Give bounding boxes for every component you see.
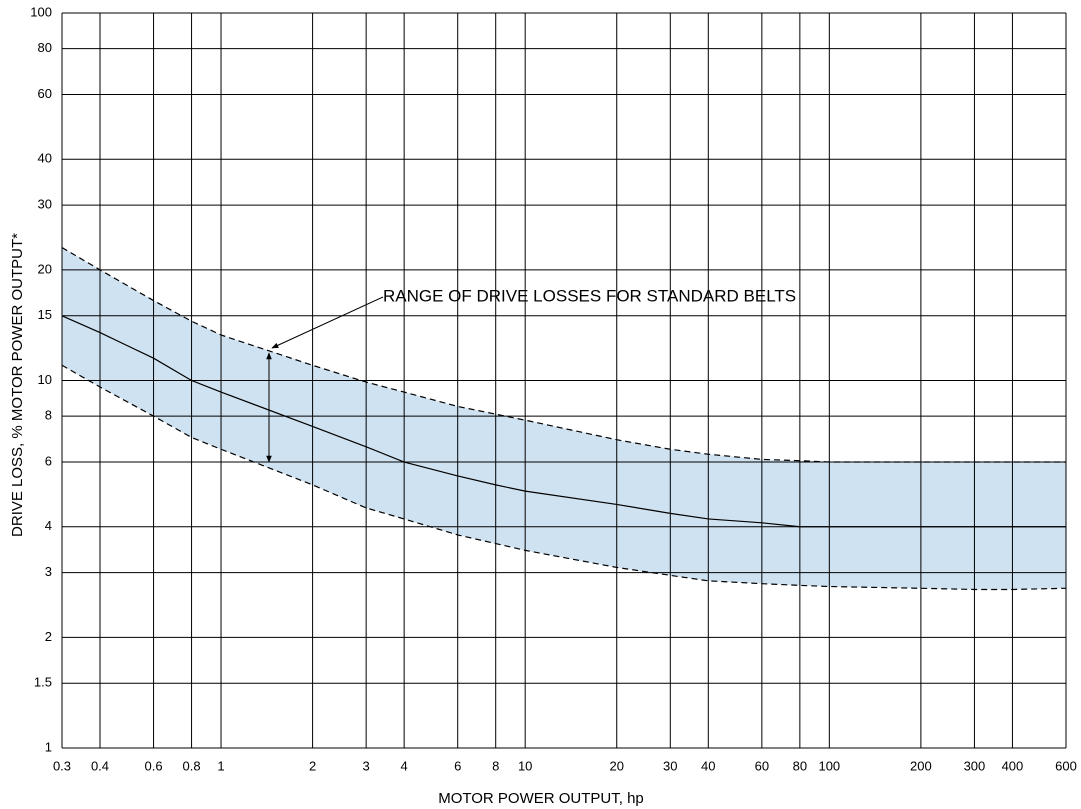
x-tick-label: 0.6 (145, 758, 163, 773)
x-tick-label: 2 (309, 758, 316, 773)
x-tick-label: 30 (663, 758, 677, 773)
x-tick-label: 10 (518, 758, 532, 773)
x-tick-label: 80 (793, 758, 807, 773)
x-tick-label: 400 (1002, 758, 1024, 773)
y-tick-label: 80 (38, 40, 52, 55)
x-tick-label: 100 (818, 758, 840, 773)
y-tick-label: 20 (38, 261, 52, 276)
x-tick-label: 0.8 (183, 758, 201, 773)
y-tick-label: 15 (38, 307, 52, 322)
x-axis-label: MOTOR POWER OUTPUT, hp (438, 790, 644, 807)
y-tick-label: 6 (45, 453, 52, 468)
y-tick-label: 1 (45, 739, 52, 754)
y-tick-label: 4 (45, 518, 52, 533)
series-line (61, 315, 1066, 528)
annotation: RANGE OF DRIVE LOSSES FOR STANDARD BELTS (383, 286, 796, 305)
x-tick-label: 200 (910, 758, 932, 773)
x-tick-label: 3 (363, 758, 370, 773)
x-tick-label: 0.3 (53, 758, 71, 773)
y-tick-label: 40 (38, 151, 52, 166)
y-axis-label: DRIVE LOSS, % MOTOR POWER OUTPUT* (9, 233, 26, 537)
range-band (62, 247, 1066, 590)
annotation-arrow (271, 296, 384, 349)
x-tick-label: 60 (755, 758, 769, 773)
y-tick-label: 3 (45, 564, 52, 579)
y-tick-label: 8 (45, 408, 52, 423)
y-tick-label: 2 (45, 629, 52, 644)
y-tick-label: 100 (30, 4, 52, 19)
x-tick-label: 4 (401, 758, 408, 773)
x-tick-label: 0.4 (91, 758, 109, 773)
x-tick-label: 6 (454, 758, 461, 773)
x-tick-label: 300 (964, 758, 986, 773)
y-tick-label: 1.5 (34, 675, 52, 690)
x-tick-label: 600 (1055, 758, 1077, 773)
y-tick-label: 10 (38, 372, 52, 387)
x-tick-label: 40 (701, 758, 715, 773)
x-tick-label: 8 (492, 758, 499, 773)
y-tick-label: 30 (38, 197, 52, 212)
x-tick-label: 20 (610, 758, 624, 773)
series-line (61, 364, 1067, 591)
y-tick-label: 60 (38, 86, 52, 101)
x-tick-label: 1 (217, 758, 224, 773)
